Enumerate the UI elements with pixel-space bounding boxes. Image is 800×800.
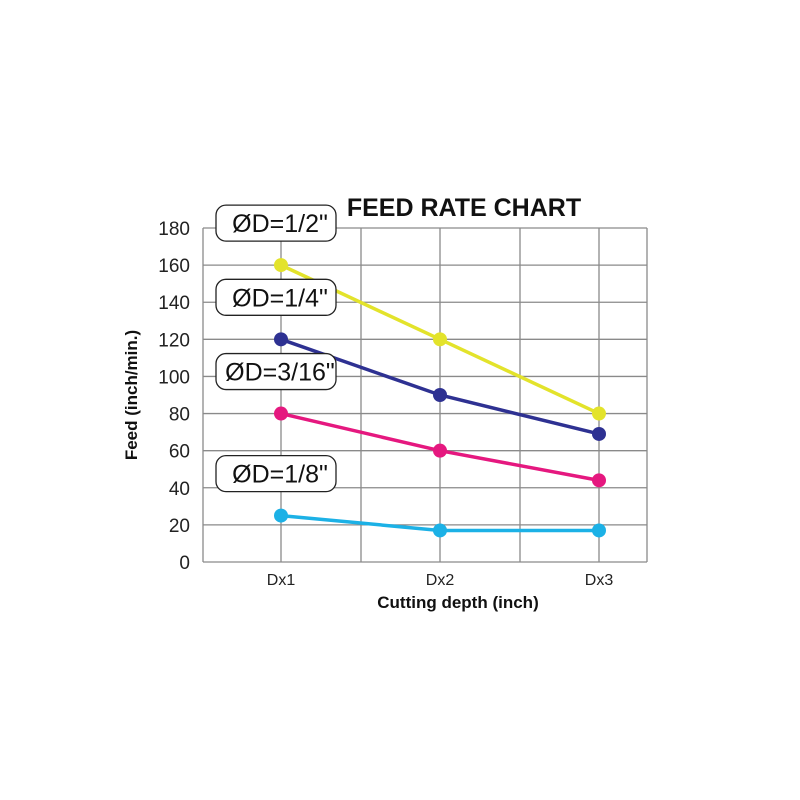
series-label: ØD=1/8" [232, 461, 328, 489]
data-point [592, 406, 606, 421]
x-axis-label: Cutting depth (inch) [377, 593, 538, 612]
series-label-box [215, 204, 337, 242]
x-tick-label: Dx3 [585, 572, 614, 589]
series-labels: ØD=1/2" ØD=1/4" ØD=3/16" ØD=1/8" [215, 204, 337, 493]
y-tick-label: 100 [158, 367, 190, 388]
chart-title: FEED RATE CHART [347, 194, 581, 222]
data-point [433, 523, 447, 538]
y-tick-label: 120 [158, 330, 190, 351]
series-label: ØD=3/16" [225, 359, 335, 387]
series-label-box [215, 278, 337, 316]
y-tick-label: 180 [158, 219, 190, 240]
data-point [592, 523, 606, 538]
series-label: ØD=1/4" [232, 284, 328, 312]
data-point [433, 388, 447, 402]
y-tick-label: 20 [169, 516, 190, 537]
y-tick-label: 160 [158, 256, 190, 277]
grid [202, 227, 648, 563]
x-tick-label: Dx2 [426, 572, 455, 589]
y-ticks: 0 20 40 60 80 100 120 140 160 180 [158, 219, 190, 574]
series-label-box [215, 352, 337, 391]
data-point [433, 332, 447, 347]
x-tick-label: Dx1 [267, 572, 296, 589]
data-point [274, 508, 288, 523]
data-point [433, 443, 447, 458]
data-point [274, 406, 288, 421]
y-tick-label: 80 [169, 405, 190, 426]
data-point [274, 258, 288, 273]
y-tick-label: 140 [158, 293, 190, 314]
series-label: ØD=1/2" [232, 210, 328, 238]
x-ticks: Dx1 Dx2 Dx3 [267, 572, 614, 589]
y-tick-label: 60 [169, 442, 190, 463]
data-point [592, 473, 606, 488]
y-tick-label: 0 [179, 553, 190, 574]
y-axis-label: Feed (inch/min.) [122, 330, 141, 460]
data-point [274, 332, 288, 347]
y-tick-label: 40 [169, 479, 190, 500]
data-point [592, 426, 606, 441]
series-label-box [215, 454, 337, 493]
